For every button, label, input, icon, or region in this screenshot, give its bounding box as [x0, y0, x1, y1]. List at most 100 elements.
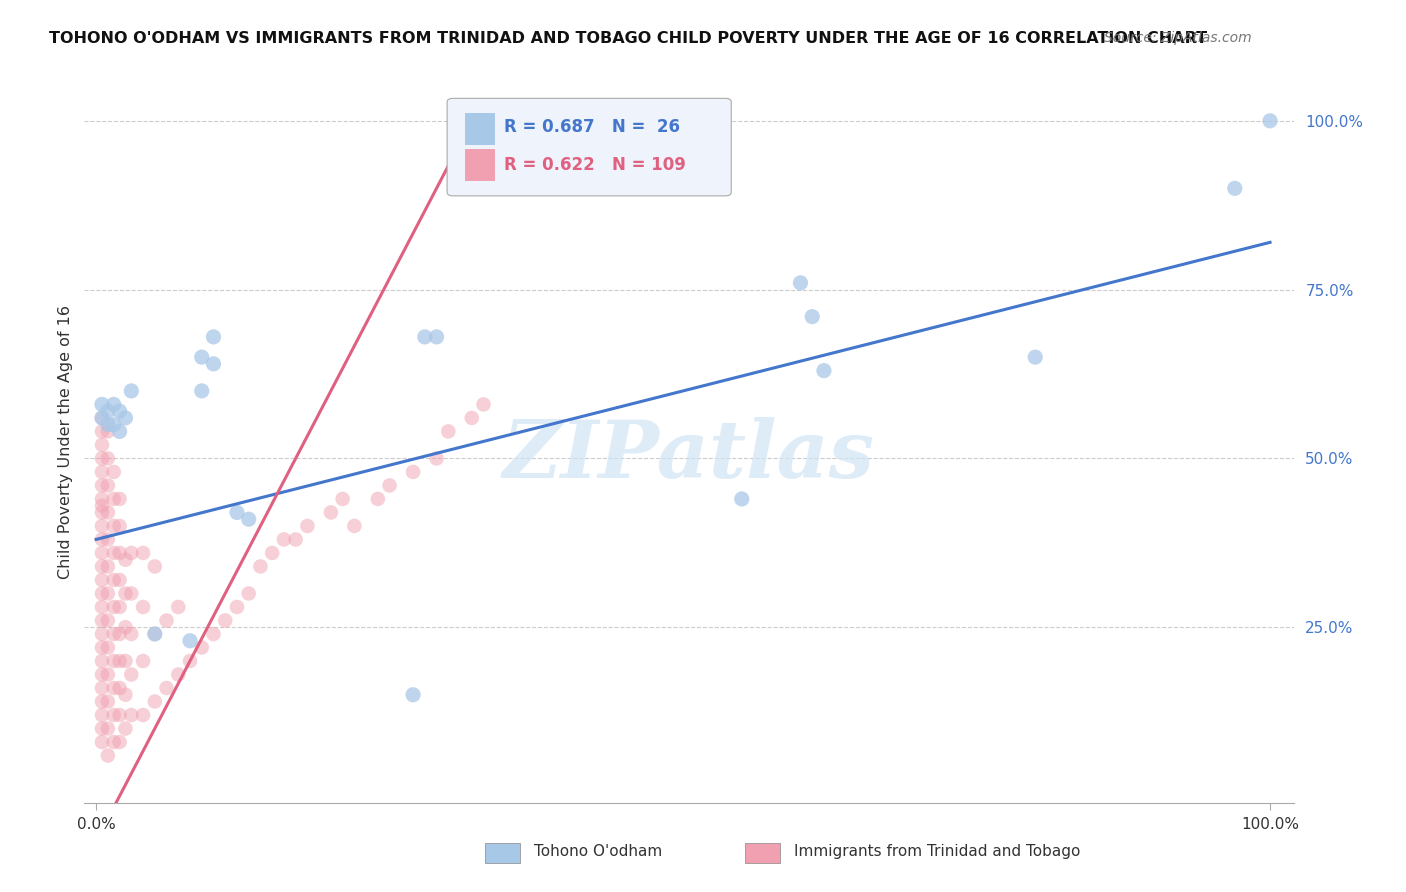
Point — [108, 599, 131, 614]
Point — [402, 465, 425, 479]
Point — [114, 688, 136, 702]
Point — [437, 425, 460, 439]
Point — [789, 276, 811, 290]
Point — [97, 694, 120, 708]
Point — [97, 748, 120, 763]
Point — [91, 411, 114, 425]
Point — [120, 384, 142, 398]
Point — [108, 573, 131, 587]
Point — [108, 627, 131, 641]
Text: R = 0.687   N =  26: R = 0.687 N = 26 — [503, 119, 681, 136]
Point — [97, 614, 120, 628]
Point — [91, 499, 114, 513]
Point — [108, 425, 131, 439]
Point — [114, 722, 136, 736]
Text: Source: ZipAtlas.com: Source: ZipAtlas.com — [1104, 31, 1251, 45]
Point — [367, 491, 389, 506]
Point — [91, 411, 114, 425]
Point — [273, 533, 295, 547]
Point — [143, 627, 166, 641]
Point — [1223, 181, 1246, 195]
Point — [103, 397, 125, 411]
Point — [731, 491, 754, 506]
Point — [91, 559, 114, 574]
Point — [97, 425, 120, 439]
Point — [496, 181, 519, 195]
Point — [97, 478, 120, 492]
Point — [103, 546, 125, 560]
Point — [202, 627, 225, 641]
Point — [103, 417, 125, 432]
Point — [425, 451, 447, 466]
Point — [91, 654, 114, 668]
Point — [1024, 350, 1046, 364]
Point — [114, 552, 136, 566]
Point — [103, 681, 125, 695]
Point — [91, 505, 114, 519]
Point — [214, 614, 236, 628]
Point — [108, 735, 131, 749]
Point — [91, 573, 114, 587]
Point — [472, 397, 495, 411]
Point — [238, 512, 260, 526]
Point — [114, 411, 136, 425]
Text: ZIPatlas: ZIPatlas — [503, 417, 875, 495]
Point — [103, 519, 125, 533]
Point — [132, 599, 155, 614]
FancyBboxPatch shape — [447, 98, 731, 196]
Point — [91, 735, 114, 749]
Point — [91, 614, 114, 628]
Point — [143, 694, 166, 708]
Point — [91, 586, 114, 600]
Point — [108, 546, 131, 560]
Point — [190, 640, 212, 655]
Point — [132, 546, 155, 560]
Point — [103, 627, 125, 641]
Point — [114, 620, 136, 634]
Point — [97, 533, 120, 547]
Point — [226, 505, 249, 519]
Point — [91, 438, 114, 452]
Point — [97, 586, 120, 600]
Point — [97, 451, 120, 466]
Point — [297, 519, 319, 533]
Point — [91, 465, 114, 479]
Point — [108, 404, 131, 418]
Point — [120, 667, 142, 681]
Point — [284, 533, 307, 547]
Point — [413, 330, 436, 344]
Point — [97, 640, 120, 655]
Point — [91, 546, 114, 560]
Bar — [465, 112, 495, 145]
Point — [262, 546, 284, 560]
Point — [238, 586, 260, 600]
Point — [343, 519, 366, 533]
Point — [402, 688, 425, 702]
Point — [91, 694, 114, 708]
Point — [114, 654, 136, 668]
Point — [202, 357, 225, 371]
Point — [132, 654, 155, 668]
Text: Tohono O'odham: Tohono O'odham — [534, 845, 662, 859]
Point — [97, 667, 120, 681]
Point — [97, 505, 120, 519]
Point — [103, 573, 125, 587]
Point — [103, 465, 125, 479]
Point — [143, 559, 166, 574]
Point — [91, 478, 114, 492]
Point — [319, 505, 342, 519]
Y-axis label: Child Poverty Under the Age of 16: Child Poverty Under the Age of 16 — [58, 304, 73, 579]
Point — [108, 654, 131, 668]
Point — [91, 708, 114, 723]
Point — [108, 491, 131, 506]
Point — [103, 708, 125, 723]
Text: R = 0.622   N = 109: R = 0.622 N = 109 — [503, 156, 686, 174]
Point — [378, 478, 401, 492]
Point — [91, 533, 114, 547]
Point — [91, 519, 114, 533]
Point — [108, 519, 131, 533]
Point — [108, 708, 131, 723]
Point — [103, 735, 125, 749]
Point — [813, 364, 835, 378]
Point — [425, 330, 447, 344]
